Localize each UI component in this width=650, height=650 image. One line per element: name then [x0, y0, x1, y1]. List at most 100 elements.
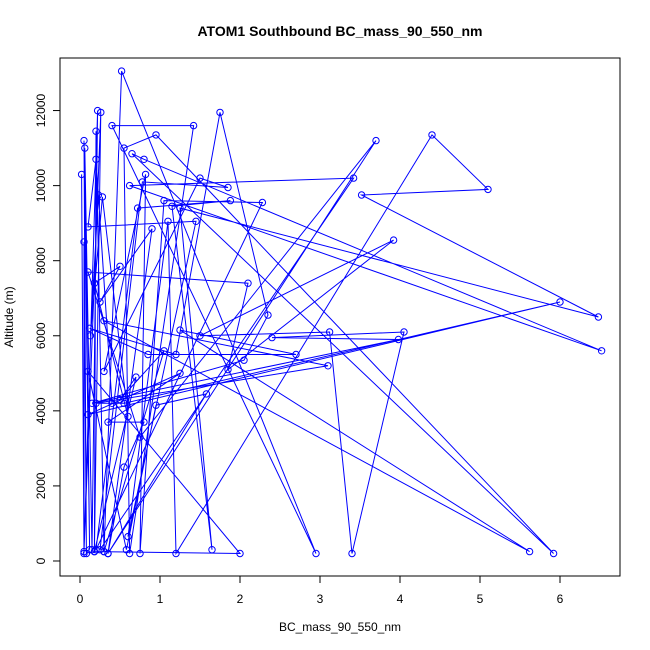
data-point [357, 191, 366, 199]
x-tick-label: 3 [317, 592, 324, 606]
data-point [84, 223, 92, 231]
data-point [120, 144, 128, 152]
data-point [325, 328, 334, 336]
data-point [80, 547, 88, 556]
data-point [192, 217, 200, 226]
x-axis-label: BC_mass_90_550_nm [279, 620, 401, 634]
data-point [92, 546, 100, 554]
data-point [394, 335, 403, 344]
data-point [116, 262, 124, 270]
data-point [136, 549, 144, 558]
data-point [97, 108, 105, 117]
series-lines [81, 70, 602, 556]
y-tick-label: 6000 [34, 322, 48, 349]
data-point [133, 204, 142, 212]
x-tick-label: 6 [557, 592, 564, 606]
data-point [312, 549, 320, 558]
data-point [196, 332, 204, 340]
data-point [117, 67, 126, 75]
data-point [168, 202, 176, 211]
data-point [104, 549, 112, 558]
data-point [77, 170, 86, 179]
data-point [120, 463, 128, 471]
data-point [80, 136, 88, 145]
data-point [164, 217, 172, 226]
data-point [172, 549, 180, 558]
data-point [138, 178, 147, 186]
data-point [124, 532, 132, 541]
data-point [140, 155, 148, 164]
data-point [132, 373, 140, 381]
data-point [236, 549, 244, 558]
data-point [176, 369, 184, 377]
data-point [128, 150, 136, 158]
data-point [152, 131, 160, 139]
data-point [80, 549, 88, 558]
data-point [240, 356, 248, 364]
data-point [484, 185, 492, 194]
data-point [92, 399, 100, 407]
data-point [372, 136, 380, 145]
data-point [196, 174, 204, 182]
data-point [80, 238, 88, 246]
y-axis-label: Altitude (m) [2, 286, 16, 347]
data-point [140, 418, 148, 426]
data-point [428, 131, 436, 139]
y-tick-label: 12000 [34, 94, 48, 128]
data-point [556, 298, 564, 306]
data-point [160, 196, 168, 205]
data-point [176, 204, 184, 212]
data-point [84, 410, 92, 419]
data-point [268, 333, 276, 342]
data-point [136, 433, 144, 441]
data-point [176, 326, 184, 334]
y-tick-label: 2000 [34, 472, 48, 499]
y-tick-label: 8000 [34, 247, 48, 274]
data-point [94, 191, 103, 199]
data-point [100, 367, 108, 376]
data-point [189, 121, 198, 130]
y-axis: 0 2000 4000 6000 8000 10000 12000 [34, 94, 61, 564]
x-axis: 0 1 2 3 4 5 6 [77, 575, 564, 606]
data-point [141, 170, 150, 179]
data-point [84, 367, 92, 376]
y-tick-label: 10000 [34, 169, 48, 203]
data-point [90, 279, 99, 287]
data-point [108, 121, 116, 130]
data-point [224, 365, 232, 374]
y-tick-label: 0 [34, 557, 48, 564]
data-point [400, 328, 408, 336]
data-point [92, 155, 100, 164]
data-point [90, 547, 99, 556]
x-tick-label: 5 [477, 592, 484, 606]
data-point [148, 225, 156, 233]
x-tick-label: 2 [237, 592, 244, 606]
chart-title: ATOM1 Southbound BC_mass_90_550_nm [197, 23, 482, 39]
data-point [98, 193, 107, 201]
x-tick-label: 4 [397, 592, 404, 606]
data-point [85, 324, 94, 332]
data-point [258, 198, 267, 207]
data-point [100, 317, 108, 325]
x-tick-label: 1 [157, 592, 164, 606]
data-point [224, 183, 232, 192]
series-points [77, 67, 606, 558]
data-point [120, 399, 128, 407]
data-point [81, 144, 89, 152]
data-point [389, 236, 398, 244]
data-point [88, 546, 96, 554]
data-point [597, 347, 606, 355]
data-point [96, 298, 104, 306]
data-point [84, 268, 92, 276]
x-tick-label: 0 [77, 592, 84, 606]
data-point [104, 418, 112, 426]
data-point [124, 412, 132, 421]
data-point [92, 127, 100, 135]
data-point [525, 547, 534, 556]
data-point [144, 350, 152, 359]
data-point [292, 350, 300, 359]
series-line [81, 70, 602, 556]
data-point [348, 549, 356, 558]
data-point [202, 390, 211, 398]
